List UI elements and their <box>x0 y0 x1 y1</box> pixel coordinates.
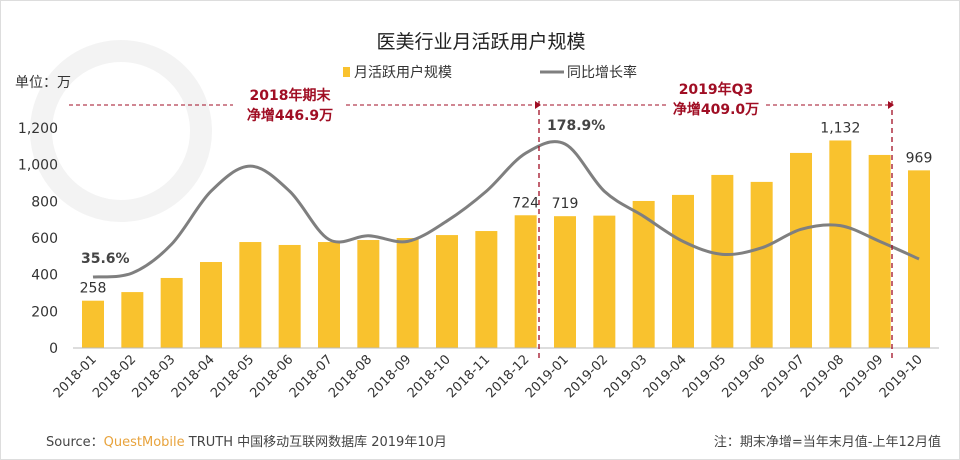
bar-value-label: 719 <box>552 196 579 212</box>
bar-2018-07 <box>318 242 340 348</box>
source-prefix: Source： <box>46 435 104 450</box>
legend-swatch-bar <box>343 67 350 77</box>
annotation-2019-line1: 2019年Q3 <box>679 81 754 98</box>
bar-2019-09 <box>868 154 891 348</box>
bar-2019-03 <box>632 200 655 348</box>
growth-line <box>92 140 920 279</box>
annotation-2018-line2: 净增446.9万 <box>247 107 333 124</box>
bar-2019-02 <box>593 215 616 348</box>
annotation-2019-line2: 净增409.0万 <box>673 101 759 118</box>
y-tick-label: 1,000 <box>18 158 58 174</box>
bar-2018-02 <box>121 292 144 348</box>
y-tick-label: 0 <box>49 341 58 357</box>
annotations: 2018年期末 净增446.9万 2019年Q3 净增409.0万 <box>69 81 894 361</box>
footnote: 注：期末净增=当年末月值-上年12月值 <box>714 434 941 450</box>
bar-2018-01 <box>82 300 104 348</box>
bar-2018-04 <box>200 262 222 348</box>
y-tick-label: 800 <box>31 194 58 210</box>
bar-2018-05 <box>239 242 262 348</box>
y-tick-label: 1,200 <box>18 121 58 137</box>
bar-2019-05 <box>711 174 734 348</box>
bar-2019-10 <box>908 170 930 348</box>
watermark-logo-icon <box>30 40 212 222</box>
chart-title: 医美行业月活跃用户规模 <box>376 31 585 53</box>
arrow-icon <box>888 101 894 109</box>
y-axis: 0 200 400 600 800 1,000 1,200 <box>18 121 58 357</box>
bar-2019-01 <box>554 216 576 348</box>
bar-2019-06 <box>750 181 773 348</box>
growth-rate-path <box>92 140 920 279</box>
bar-2018-08 <box>357 240 380 348</box>
growth-rate-label: 178.9% <box>547 118 605 134</box>
bar-2018-06 <box>278 244 301 348</box>
bars <box>82 140 930 348</box>
y-tick-label: 400 <box>31 268 58 284</box>
annotation-2018-line1: 2018年期末 <box>250 87 332 104</box>
bar-2018-09 <box>396 238 419 348</box>
x-tick-label: 2019-10 <box>877 352 926 401</box>
bar-2019-04 <box>672 194 694 348</box>
x-axis: 2018-012018-022018-032018-042018-052018-… <box>51 347 939 401</box>
source-rest: TRUTH 中国移动互联网数据库 2019年10月 <box>185 434 447 450</box>
data-labels: 258 724 719 1,132 969 35.6% 178.9% <box>80 118 933 297</box>
bar-value-label: 724 <box>512 195 539 211</box>
source-label: Source：QuestMobile TRUTH 中国移动互联网数据库 2019… <box>46 434 447 450</box>
arrow-icon <box>535 101 541 109</box>
bar-2018-11 <box>475 231 498 348</box>
bar-2018-10 <box>436 235 458 348</box>
bar-2018-12 <box>514 215 537 348</box>
legend: 月活跃用户规模 同比增长率 <box>343 64 637 81</box>
bar-2018-03 <box>160 277 183 348</box>
legend-label-line: 同比增长率 <box>567 64 637 81</box>
bar-2019-08 <box>829 140 852 348</box>
growth-rate-label: 35.6% <box>81 251 130 267</box>
bar-value-label: 258 <box>80 281 107 297</box>
source-brand: QuestMobile <box>104 435 185 450</box>
unit-label: 单位：万 <box>15 75 71 91</box>
bar-value-label: 969 <box>906 150 933 166</box>
bar-2019-07 <box>790 152 812 348</box>
y-tick-label: 600 <box>31 231 58 247</box>
bar-value-label: 1,132 <box>820 120 860 136</box>
y-tick-label: 200 <box>31 304 58 320</box>
legend-label-bar: 月活跃用户规模 <box>354 64 452 81</box>
